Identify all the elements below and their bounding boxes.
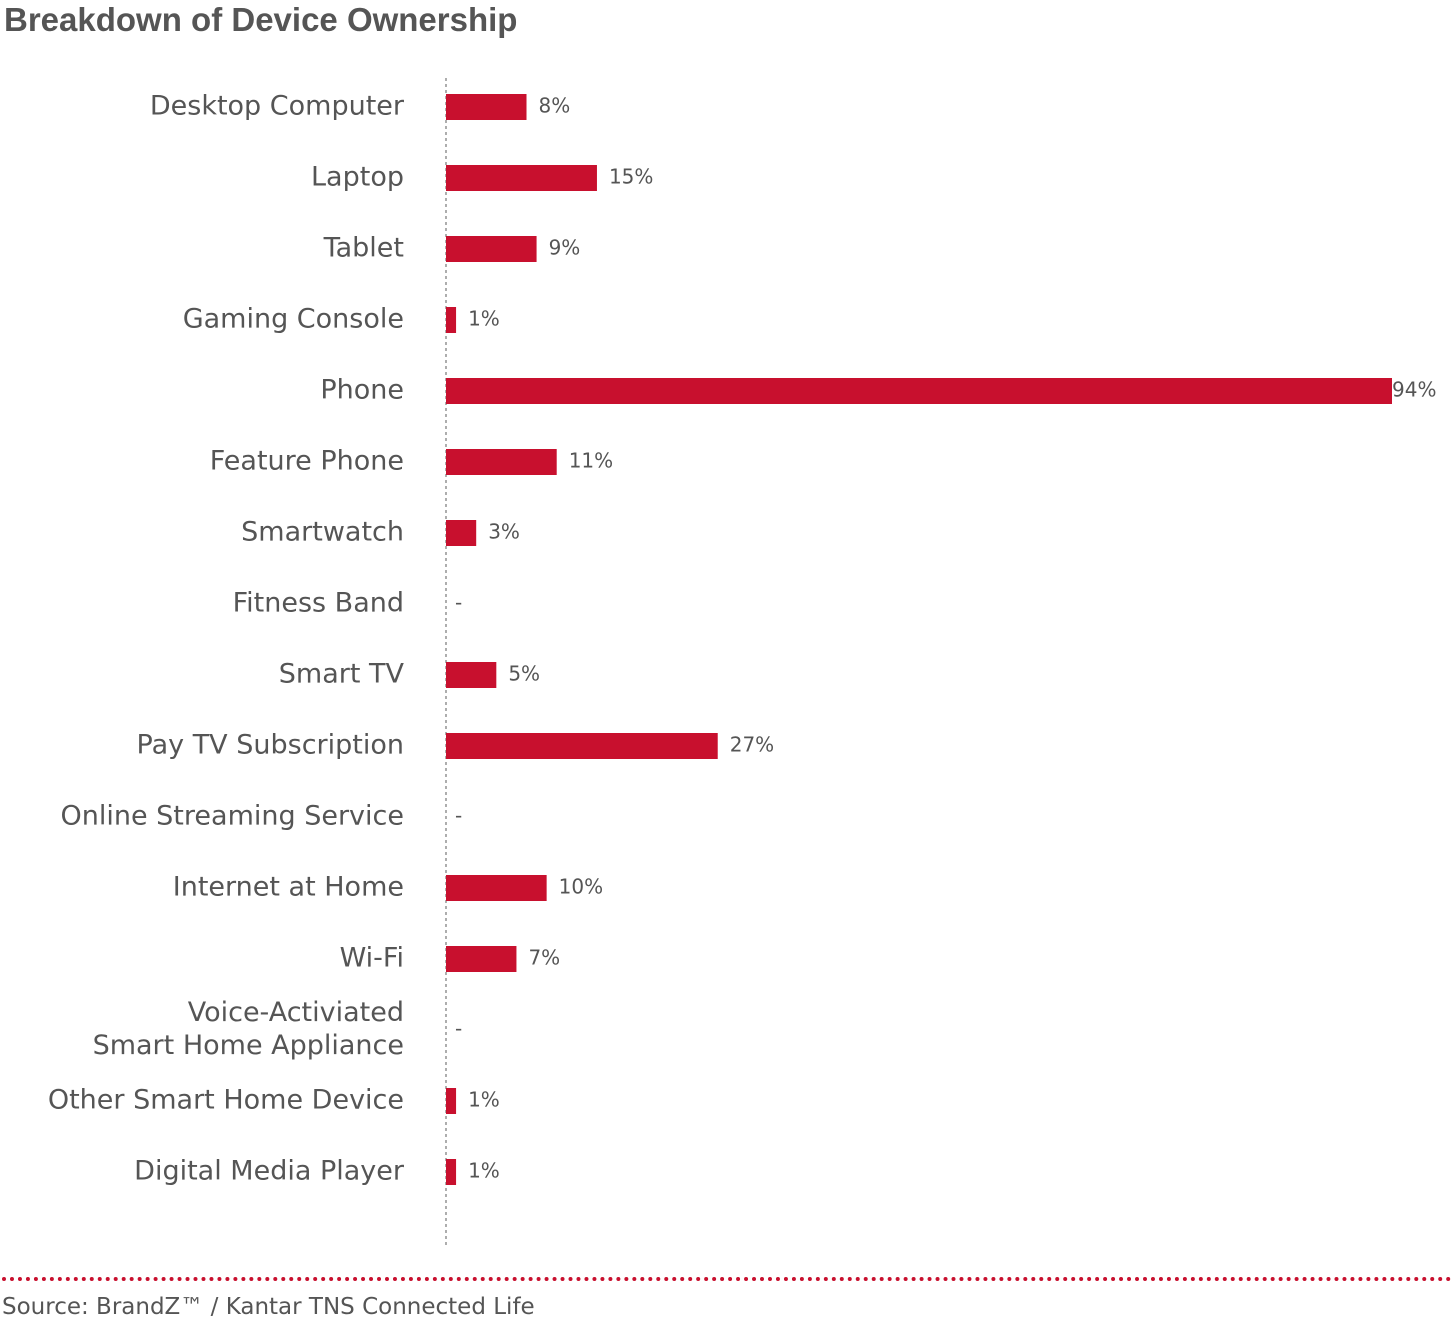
data-label: 27% <box>730 733 774 757</box>
category-label: Online Streaming Service <box>61 801 405 832</box>
category-label: Pay TV Subscription <box>137 730 404 761</box>
bar <box>446 662 497 688</box>
data-label: 8% <box>539 94 571 118</box>
category-label: Desktop Computer <box>150 91 405 122</box>
data-label: - <box>455 804 462 828</box>
data-label: 1% <box>468 307 500 331</box>
bar-chart: Desktop Computer 8% Laptop 15% Tablet 9% Gamin… <box>48 78 1436 1248</box>
category-label: Smart TV <box>279 659 405 690</box>
bar <box>446 946 517 972</box>
bar <box>446 1088 457 1114</box>
footer-divider <box>2 1277 1452 1281</box>
bar <box>446 733 718 759</box>
data-label: 1% <box>468 1088 500 1112</box>
category-label: Internet at Home <box>173 872 404 903</box>
source-note: Source: BrandZ™ / Kantar TNS Connected L… <box>2 1294 535 1320</box>
data-label: 15% <box>609 165 653 189</box>
bar <box>446 1159 457 1185</box>
data-label: 10% <box>559 875 603 899</box>
data-label: 1% <box>468 1159 500 1183</box>
bar <box>446 520 477 546</box>
chart-title: Breakdown of Device Ownership <box>4 1 518 38</box>
category-label: Wi-Fi <box>340 943 404 974</box>
data-label: 94% <box>1392 378 1436 402</box>
bar <box>446 236 537 262</box>
bar <box>446 378 1392 404</box>
bar <box>446 449 557 475</box>
bar <box>446 165 597 191</box>
category-label: Digital Media Player <box>134 1156 405 1187</box>
bar <box>446 875 547 901</box>
category-label: Phone <box>320 375 404 406</box>
data-label: 7% <box>528 946 560 970</box>
data-label: 11% <box>569 449 613 473</box>
data-label: 9% <box>549 236 581 260</box>
bar <box>446 94 527 120</box>
data-label: - <box>455 1017 462 1041</box>
category-label: Smartwatch <box>241 517 404 548</box>
category-label: Tablet <box>323 233 404 264</box>
bar <box>446 307 457 333</box>
category-label: Gaming Console <box>183 304 404 335</box>
data-label: 5% <box>508 662 540 686</box>
category-label: Voice-Activiated Smart Home Appliance <box>93 997 404 1061</box>
category-label: Laptop <box>311 162 404 193</box>
category-label: Other Smart Home Device <box>48 1085 404 1116</box>
category-label: Feature Phone <box>210 446 404 477</box>
category-label: Fitness Band <box>233 588 404 619</box>
data-label: 3% <box>488 520 520 544</box>
data-label: - <box>455 591 462 615</box>
